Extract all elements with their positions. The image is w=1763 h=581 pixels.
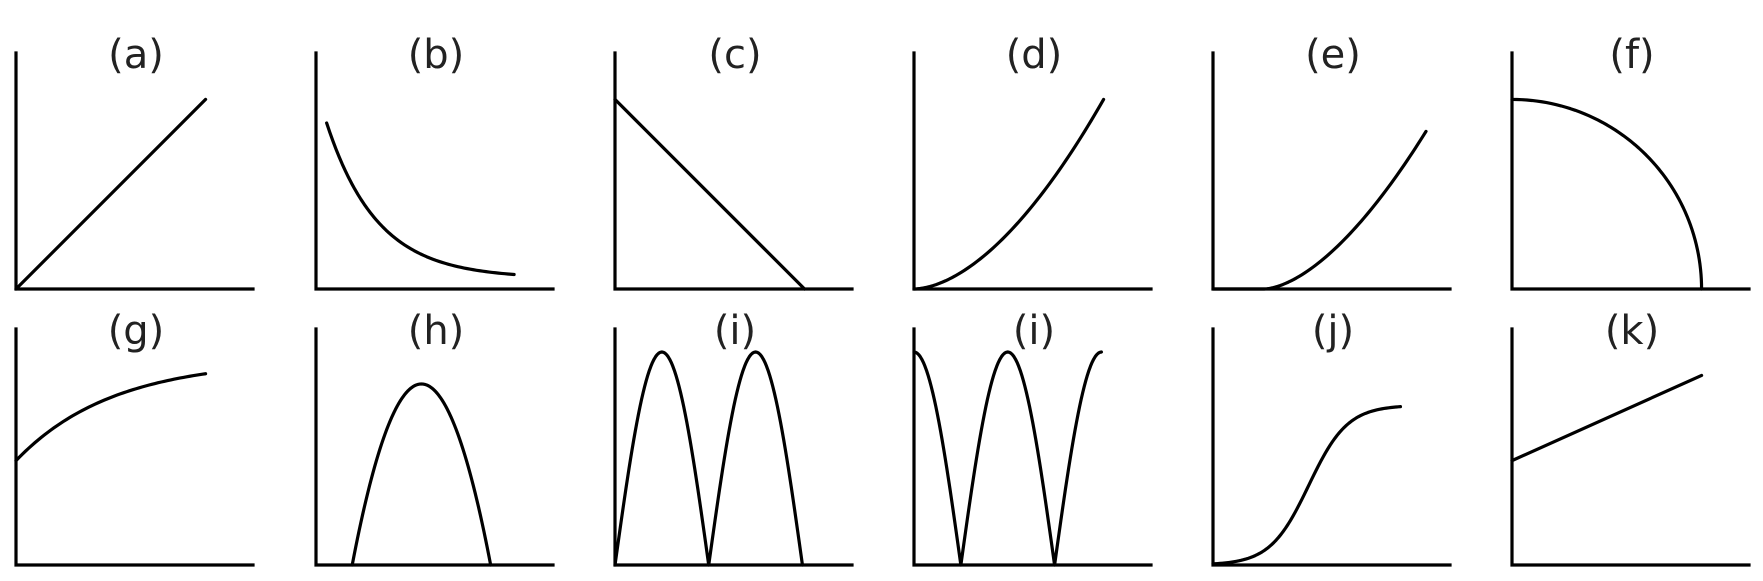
panel-label: (b): [408, 32, 465, 78]
graph-panel: (e): [1211, 32, 1452, 291]
axes: [314, 327, 555, 567]
panel-label: (g): [108, 308, 165, 354]
graph-panel: (a): [14, 32, 255, 291]
graph-curve: [613, 97, 807, 291]
axes: [1211, 327, 1452, 567]
panel-label: (j): [1312, 308, 1354, 354]
graph-curve: [350, 382, 493, 567]
panel-label: (i): [714, 308, 756, 354]
panel-label: (i): [1013, 308, 1055, 354]
panel-label: (e): [1305, 32, 1361, 78]
axes: [1510, 51, 1751, 291]
axes: [912, 327, 1153, 567]
graph-panel: (k): [1510, 308, 1751, 567]
graph-panel: (i): [912, 308, 1153, 567]
panel-label: (d): [1006, 32, 1063, 78]
graph-panel: (c): [613, 32, 854, 291]
panel-label: (f): [1609, 32, 1654, 78]
graph-panel: (g): [14, 308, 255, 567]
axes: [14, 327, 255, 567]
graph-curve: [912, 350, 1104, 567]
graph-panel: (b): [314, 32, 555, 291]
graph-panel: (i): [613, 308, 854, 567]
graph-curve: [1211, 405, 1403, 566]
axes: [912, 51, 1153, 291]
graph-curve: [1510, 97, 1704, 291]
graph-curve: [912, 97, 1106, 291]
panel-label: (h): [408, 308, 465, 354]
graph-panel: (h): [314, 308, 555, 567]
graph-panel: (j): [1211, 308, 1452, 567]
axes: [314, 51, 555, 291]
graph-panel: (d): [912, 32, 1153, 291]
graph-curve: [14, 372, 208, 463]
graph-curve: [14, 97, 208, 291]
graph-curve: [325, 121, 516, 277]
axes: [613, 51, 854, 291]
graph-curve: [613, 350, 805, 567]
panel-label: (k): [1605, 308, 1659, 354]
graph-curve: [1211, 129, 1428, 291]
panel-label: (a): [108, 32, 164, 78]
axes: [1510, 327, 1751, 567]
graph-panel: (f): [1510, 32, 1751, 291]
panel-label: (c): [708, 32, 761, 78]
graph-curve: [1510, 373, 1704, 463]
